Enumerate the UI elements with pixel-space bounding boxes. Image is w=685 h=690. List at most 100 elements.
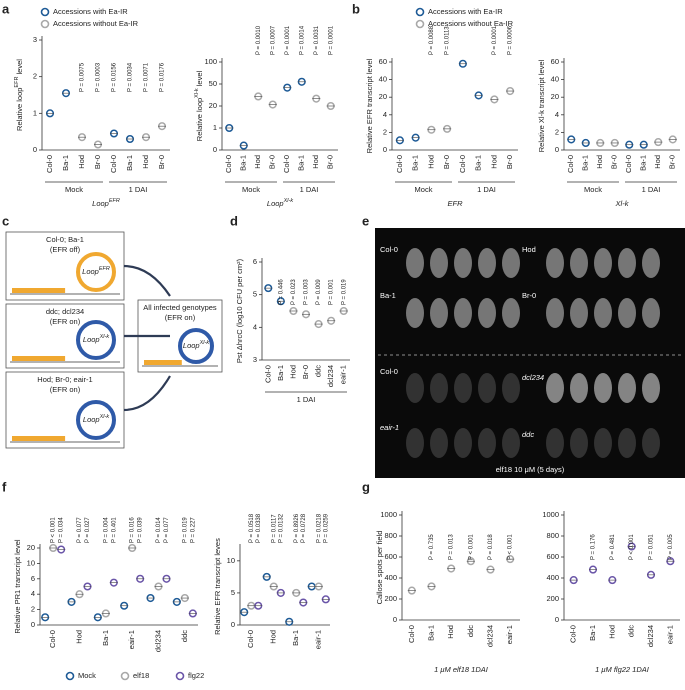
image-label: dcl234 — [522, 373, 544, 382]
y-axis-label-part: Relative loop — [195, 98, 204, 141]
x-tick-label: ddc — [314, 365, 323, 377]
p-value: P = 0.0001 — [285, 25, 291, 55]
leaf — [594, 248, 612, 278]
p-value: P = 0.0088 — [429, 25, 435, 55]
y-tick-label: 4 — [383, 110, 387, 119]
p-value: P < 0.001 — [508, 534, 514, 560]
p-value: P = 0.0007 — [270, 25, 276, 55]
leaf — [618, 373, 636, 403]
legend-marker — [40, 7, 50, 17]
box-title: Hod; Br-0; eair-1 — [37, 375, 92, 384]
leaf — [570, 298, 588, 328]
leaf — [406, 373, 424, 403]
image-label: Col-0 — [380, 245, 398, 254]
group-label: Mock — [415, 185, 433, 194]
x-tick-label: Col-0 — [569, 625, 578, 643]
loop-arc — [76, 400, 116, 440]
loop-label-part: Xl-k — [99, 334, 110, 340]
p-value: P = 0.0176 — [160, 62, 166, 92]
p-value: P = 0.023 — [291, 279, 297, 305]
x-tick-label: Col-0 — [407, 625, 416, 643]
y-axis-label-part: Callose spots per field — [375, 531, 384, 605]
x-tick-label: Br-0 — [610, 155, 619, 169]
y-tick-label: 200 — [384, 594, 397, 603]
x-axis-label: LoopXl-k — [267, 198, 293, 208]
y-tick-label: 1000 — [542, 510, 559, 519]
y-tick-label: 0 — [33, 145, 37, 154]
box-title: All infected genotypes — [143, 303, 217, 312]
y-axis-label-part: EFR — [14, 77, 20, 88]
x-tick-label: Col-0 — [263, 365, 272, 383]
leaf — [546, 373, 564, 403]
box-title: ddc; dcl234 — [46, 307, 84, 316]
leaf — [642, 428, 660, 458]
x-tick-label: Ba-1 — [125, 155, 134, 171]
x-tick-label: Br-0 — [301, 365, 310, 379]
gene-bar — [12, 356, 66, 361]
x-axis-label-part: EFR — [109, 198, 120, 204]
y-tick-label: 0 — [555, 615, 559, 624]
p-value: P = 0.0156 — [112, 62, 118, 92]
y-axis-label-part: Relative EFR transcript leves — [213, 538, 222, 635]
x-tick-label: Hod — [253, 155, 262, 169]
p-value: P = 0.0001 — [328, 25, 334, 55]
image-label: ddc — [522, 430, 534, 439]
y-tick-label: 4 — [555, 110, 559, 119]
y-tick-label: 50 — [209, 79, 217, 88]
y-tick-label: 1 — [213, 123, 217, 132]
box-status: (EFR off) — [50, 245, 81, 254]
p-value: P = 0.013 — [449, 534, 455, 560]
image-label: eair-1 — [380, 423, 399, 432]
y-tick-label: 20 — [209, 101, 217, 110]
legend-label: elf18 — [133, 671, 149, 680]
leaf — [594, 298, 612, 328]
x-tick-label: eair-1 — [665, 625, 674, 644]
leaf — [618, 428, 636, 458]
x-axis-label-part: EFR — [448, 199, 464, 208]
x-tick-label: Br-0 — [268, 155, 277, 169]
x-axis-label: 1 μM flg22 1DAI — [595, 665, 649, 674]
y-axis-label-part: level — [195, 70, 204, 88]
x-tick-label: ddc — [466, 625, 475, 637]
panel-letter: f — [2, 479, 7, 494]
y-tick-label: 0 — [555, 145, 559, 154]
x-tick-label: dcl234 — [153, 630, 162, 652]
loop-label-part: Xl-k — [199, 340, 210, 346]
leaf — [594, 428, 612, 458]
y-tick-label: 20 — [551, 92, 559, 101]
x-tick-label: Ba-1 — [588, 625, 597, 641]
x-axis-label: EFR — [448, 199, 464, 208]
x-axis-label: 1 μM elf18 1DAI — [434, 665, 488, 674]
legend-label: Accessions without Ea-IR — [428, 19, 514, 28]
p-value: P = 0.8926 — [294, 513, 300, 543]
x-tick-label: Col-0 — [45, 155, 54, 173]
y-tick-label: 1 — [33, 108, 37, 117]
group-label: 1 DAI — [129, 185, 148, 194]
x-tick-label: Ba-1 — [474, 155, 483, 171]
box-status: (EFR on) — [50, 385, 81, 394]
leaf — [502, 428, 520, 458]
p-value: P = 0.0518 — [249, 513, 255, 543]
x-tick-label: Br-0 — [157, 155, 166, 169]
x-tick-label: Ba-1 — [291, 630, 300, 646]
p-value: P = 0.0113 — [445, 26, 451, 55]
x-tick-label: Hod — [269, 630, 278, 644]
p-value: P = 0.0338 — [256, 513, 262, 543]
leaf — [430, 298, 448, 328]
x-tick-label: eair-1 — [127, 630, 136, 649]
leaf — [478, 248, 496, 278]
y-tick-label: 3 — [253, 355, 257, 364]
y-tick-label: 20 — [27, 543, 35, 552]
x-tick-label: Col-0 — [109, 155, 118, 173]
leaf — [454, 298, 472, 328]
image-label: Ba-1 — [380, 291, 396, 300]
y-axis-label: Relative Xl-k transcript level — [537, 59, 546, 152]
x-tick-label: dcl234 — [646, 625, 655, 647]
leaf — [454, 428, 472, 458]
y-axis-label: Relative loopEFR level — [14, 59, 24, 131]
y-tick-label: 5 — [253, 290, 257, 299]
p-value: P < 0.001 — [51, 517, 57, 543]
x-tick-label: Br-0 — [505, 155, 514, 169]
loop-label: LoopXl-k — [183, 340, 209, 350]
image-label: Br-0 — [522, 291, 536, 300]
